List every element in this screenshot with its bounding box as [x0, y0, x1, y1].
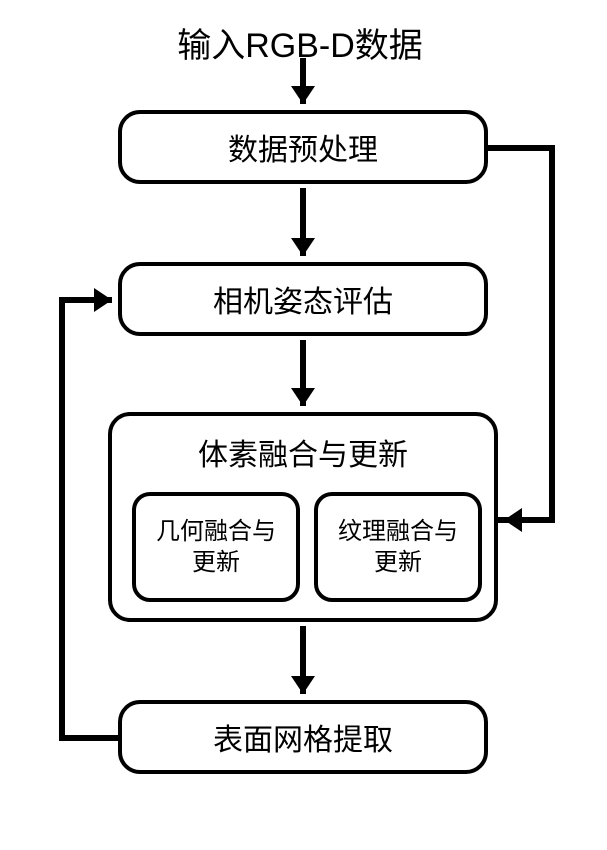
node-fusion: 体素融合与更新 几何融合与更新 纹理融合与更新 [108, 412, 498, 622]
subnode-geometry-fusion: 几何融合与更新 [132, 492, 300, 602]
node-mesh-label: 表面网格提取 [213, 715, 393, 759]
subnode-texture-fusion-label: 纹理融合与更新 [338, 516, 458, 578]
node-preprocess-label: 数据预处理 [228, 125, 378, 169]
node-fusion-label: 体素融合与更新 [112, 430, 494, 474]
node-mesh: 表面网格提取 [118, 700, 488, 774]
node-pose: 相机姿态评估 [118, 262, 488, 336]
node-preprocess: 数据预处理 [118, 110, 488, 184]
subnode-geometry-fusion-label: 几何融合与更新 [156, 516, 276, 578]
subnode-texture-fusion: 纹理融合与更新 [314, 492, 482, 602]
node-pose-label: 相机姿态评估 [213, 277, 393, 321]
input-title: 输入RGB-D数据 [130, 18, 470, 67]
